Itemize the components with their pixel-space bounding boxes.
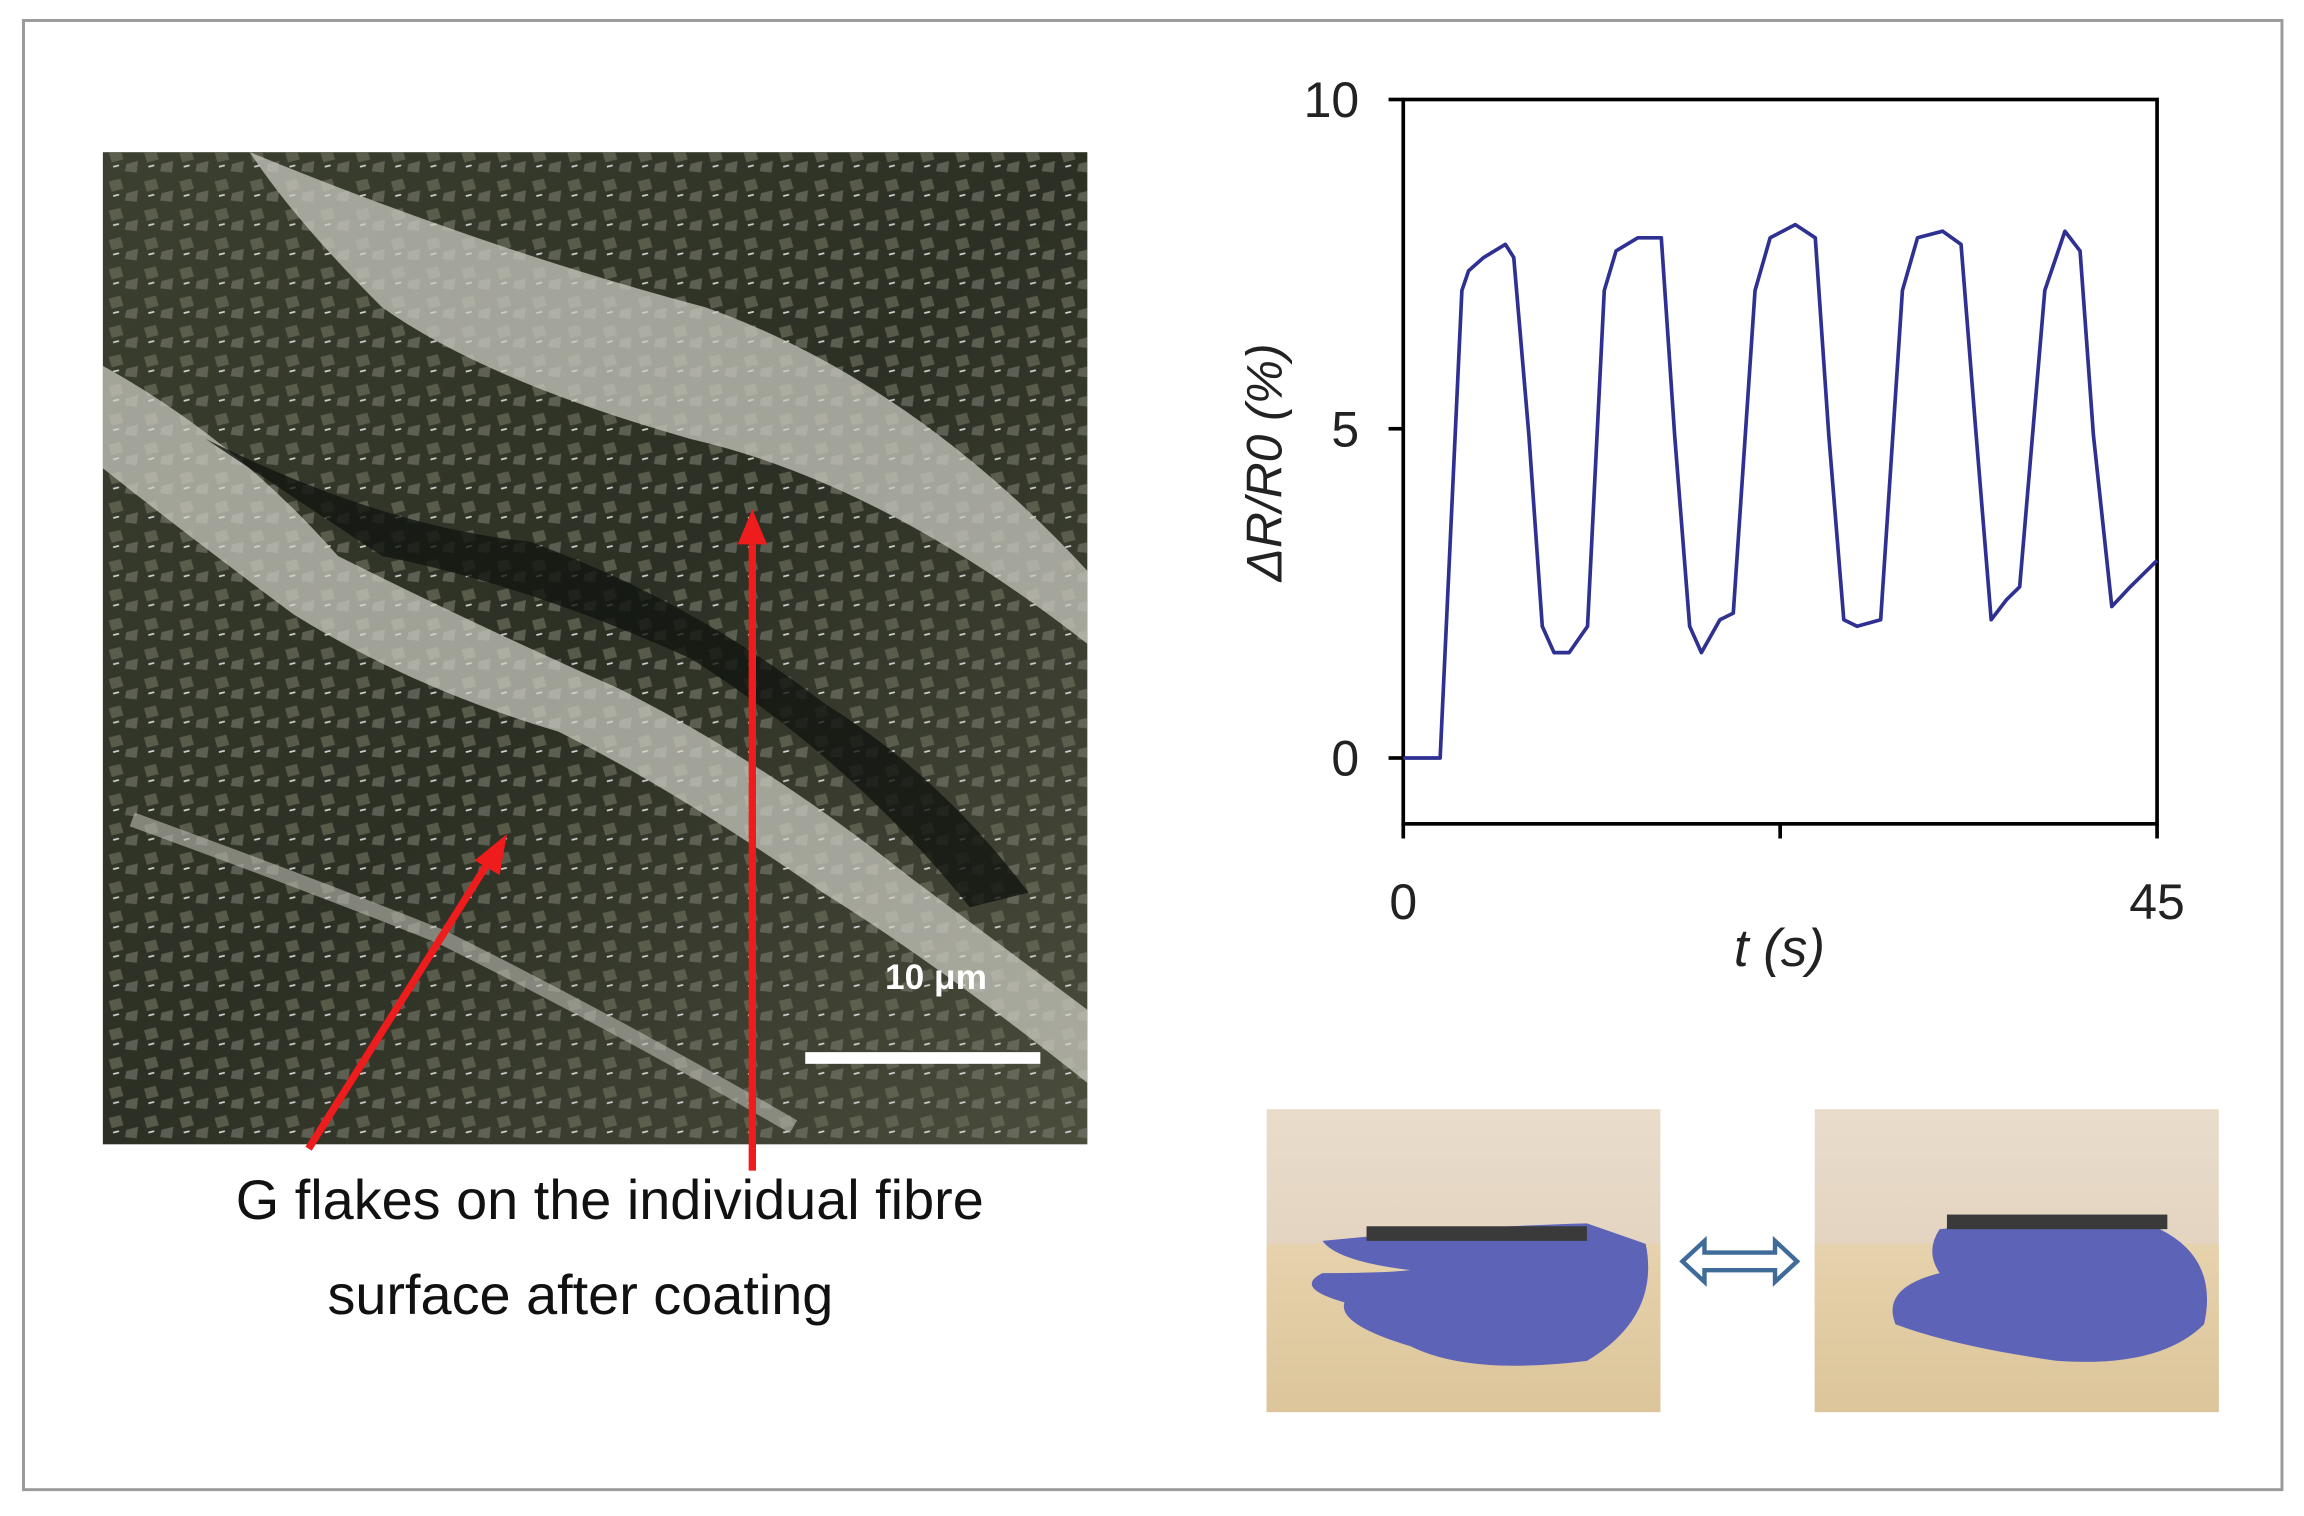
line-chart: ΔR/R0 (%) t (s) 0 5 10 0 45: [1236, 72, 2185, 978]
x-tick-label: 45: [2129, 874, 2185, 930]
y-axis-label: ΔR/R0 (%): [1236, 343, 1292, 582]
y-tick-label: 10: [1304, 72, 1360, 128]
plot-frame: [1401, 97, 2159, 826]
annotation-line: G flakes on the individual fibre: [236, 1169, 984, 1231]
sem-image: 10 μm: [102, 152, 1088, 1171]
frame: [22, 19, 2284, 1492]
y-tick-label: 0: [1331, 731, 1359, 787]
x-tick-label: 0: [1389, 874, 1417, 930]
x-axis-label: t (s): [1734, 919, 1825, 978]
data-line: [1403, 222, 2159, 760]
photos: [1266, 1109, 2219, 1413]
y-tick-label: 5: [1331, 401, 1359, 457]
annotation-line: surface after coating: [327, 1264, 833, 1326]
scale-bar-label: 10 μm: [885, 958, 987, 997]
